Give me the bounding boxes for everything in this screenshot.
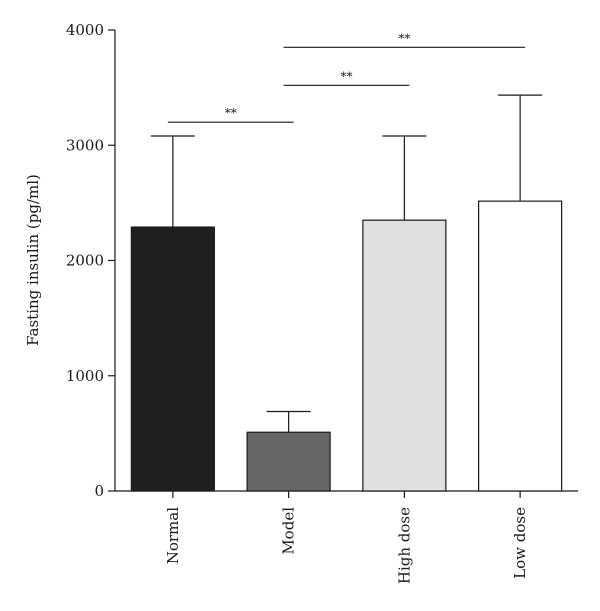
x-tick-label: Normal [164, 507, 182, 564]
y-tick-label: 0 [94, 482, 104, 500]
x-tick-label: High dose [395, 507, 413, 584]
bar [246, 431, 331, 492]
bar [362, 219, 447, 492]
significance-label: ** [341, 69, 353, 83]
significance-label: ** [398, 31, 410, 45]
y-tick-label: 3000 [66, 136, 104, 154]
y-tick-label: 2000 [66, 252, 104, 270]
y-ticks: 0 1000 2000 3000 4000 [66, 21, 115, 500]
y-tick-label: 1000 [66, 367, 104, 385]
significance-annotations: ** ** ** [167, 31, 526, 123]
x-tick-label: Model [280, 507, 298, 555]
x-tick-label: Low dose [511, 507, 529, 579]
bar [478, 200, 563, 492]
x-ticks: Normal Model High dose Low dose [164, 491, 529, 584]
bars [130, 94, 563, 492]
y-axis-label: Fasting insulin (pg/ml) [24, 174, 42, 346]
y-tick-label: 4000 [66, 21, 104, 39]
significance-label: ** [225, 106, 237, 120]
bar [130, 226, 215, 492]
